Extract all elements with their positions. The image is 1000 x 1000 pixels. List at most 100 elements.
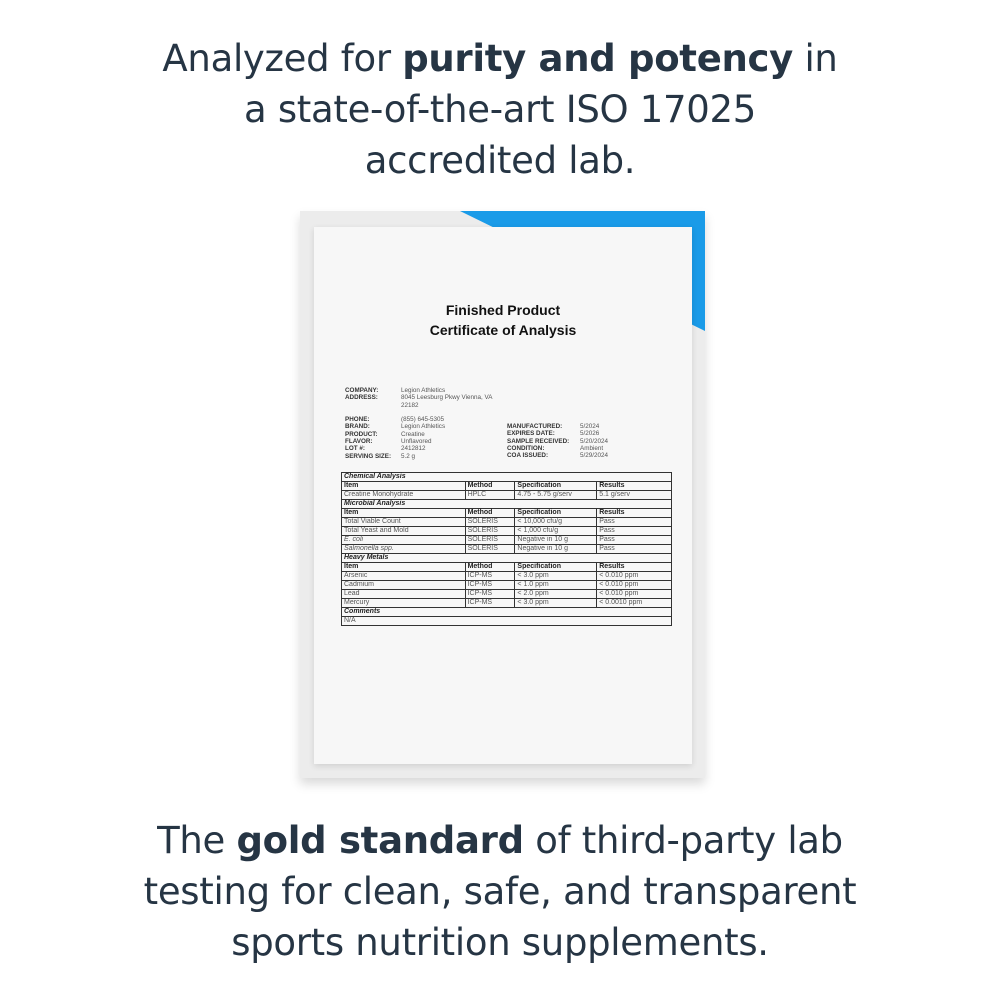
table-cell: Specification bbox=[514, 481, 598, 491]
table-cell: Lead bbox=[341, 589, 466, 599]
field-label: EXPIRES DATE: bbox=[507, 430, 555, 438]
field-value: 5.2 g bbox=[401, 452, 416, 460]
table-row: Item Method Specification Results bbox=[341, 562, 672, 572]
field-label: BRAND: bbox=[345, 423, 370, 431]
field-value: Legion Athletics bbox=[401, 387, 446, 394]
table-cell: ICP-MS bbox=[464, 571, 516, 581]
table-cell: Item bbox=[341, 562, 466, 572]
headline-line: accredited lab. bbox=[364, 139, 636, 182]
table-cell: < 3.0 ppm bbox=[514, 571, 598, 581]
table-row: Creatine Monohydrate HPLC 4.75 - 5.75 g/se… bbox=[341, 490, 672, 500]
table-row: Arsenic ICP-MS < 3.0 ppm < 0.010 ppm bbox=[341, 571, 672, 581]
field-label: COMPANY: bbox=[345, 387, 379, 394]
table-cell: 5.1 g/serv bbox=[596, 490, 672, 500]
field-label: ADDRESS: bbox=[345, 394, 378, 402]
field-value: Legion Athletics bbox=[401, 423, 446, 431]
field-label: LOT #: bbox=[345, 445, 365, 453]
table-cell: Item bbox=[341, 508, 466, 518]
field-label: CONDITION: bbox=[507, 444, 545, 452]
table-row: Comments bbox=[341, 607, 672, 617]
table-cell: Method bbox=[464, 481, 516, 491]
table-cell: Negative in 10 g bbox=[514, 544, 598, 554]
field-value: 5/29/2024 bbox=[580, 452, 609, 460]
field-value: 5/20/2024 bbox=[580, 437, 609, 445]
table-cell: N/A bbox=[341, 616, 672, 626]
headline-top: Analyzed for purity and potency in a sta… bbox=[0, 33, 1000, 186]
table-row: Total Yeast and Mold SOLERIS < 1,000 cfu/g… bbox=[341, 526, 672, 536]
field-value: Unflavored bbox=[401, 437, 432, 445]
field-label: PRODUCT: bbox=[345, 430, 378, 438]
field-value: 8045 Leesburg Pkwy Vienna, VA bbox=[401, 394, 493, 402]
table-cell: Chemical Analysis bbox=[341, 472, 672, 482]
table-cell: Pass bbox=[596, 526, 672, 536]
title-line: Finished Product bbox=[445, 302, 561, 318]
field-value: Creatine bbox=[401, 430, 425, 438]
table-cell: Salmonella spp. bbox=[341, 544, 466, 554]
table-cell: Negative in 10 g bbox=[514, 535, 598, 545]
field-label: SERVING SIZE: bbox=[345, 452, 392, 460]
table-cell: < 0.010 ppm bbox=[596, 589, 672, 599]
table-cell: HPLC bbox=[464, 490, 516, 500]
field-label: PHONE: bbox=[345, 416, 370, 423]
table-cell: < 1,000 cfu/g bbox=[514, 526, 598, 536]
table-cell: Pass bbox=[596, 544, 672, 554]
analysis-table: Chemical Analysis Item Method Specification… bbox=[341, 472, 672, 626]
table-cell: 4.75 - 5.75 g/serv bbox=[514, 490, 598, 500]
headline-text: of third-party lab bbox=[523, 819, 843, 862]
field-label: MANUFACTURED: bbox=[507, 423, 563, 430]
table-cell: Results bbox=[596, 481, 672, 491]
table-cell: SOLERIS bbox=[464, 526, 516, 536]
headline-bold: gold standard bbox=[236, 819, 525, 862]
headline-text: The bbox=[157, 819, 237, 862]
field-value: 5/2026 bbox=[580, 430, 600, 438]
table-cell: Results bbox=[596, 562, 672, 572]
certificate-document: Finished Product Certificate of Analysis … bbox=[314, 227, 692, 764]
table-row: Lead ICP-MS < 2.0 ppm < 0.010 ppm bbox=[341, 589, 672, 599]
table-cell: < 3.0 ppm bbox=[514, 598, 598, 608]
table-cell: Comments bbox=[341, 607, 672, 617]
table-cell: Cadmium bbox=[341, 580, 466, 590]
table-cell: Creatine Monohydrate bbox=[341, 490, 466, 500]
table-cell: Specification bbox=[514, 562, 598, 572]
table-cell: Item bbox=[341, 481, 466, 491]
headline-bold: purity and potency bbox=[402, 37, 793, 80]
field-value: 22182 bbox=[401, 401, 419, 409]
field-label: FLAVOR: bbox=[345, 437, 373, 445]
table-cell: < 2.0 ppm bbox=[514, 589, 598, 599]
table-row: Cadmium ICP-MS < 1.0 ppm < 0.010 ppm bbox=[341, 580, 672, 590]
table-cell: Method bbox=[464, 508, 516, 518]
table-cell: E. coli bbox=[341, 535, 466, 545]
table-row: Heavy Metals bbox=[341, 553, 672, 563]
headline-line: testing for clean, safe, and transparent bbox=[143, 870, 857, 913]
table-cell: Total Viable Count bbox=[341, 517, 466, 527]
table-cell: < 10,000 cfu/g bbox=[514, 517, 598, 527]
table-row: E. coli SOLERIS Negative in 10 g Pass bbox=[341, 535, 672, 545]
table-row: Salmonella spp. SOLERIS Negative in 10 g Pa… bbox=[341, 544, 672, 554]
table-cell: Results bbox=[596, 508, 672, 518]
headline-bottom: The gold standard of third-party lab tes… bbox=[0, 815, 1000, 968]
table-cell: ICP-MS bbox=[464, 589, 516, 599]
table-cell: Specification bbox=[514, 508, 598, 518]
document-title: Finished Product Certificate of Analysis bbox=[314, 300, 692, 340]
table-cell: Method bbox=[464, 562, 516, 572]
table-row: N/A bbox=[341, 616, 672, 626]
table-cell: Mercury bbox=[341, 598, 466, 608]
field-value: 2412812 bbox=[401, 445, 426, 453]
field-value: Ambient bbox=[580, 444, 604, 452]
table-cell: SOLERIS bbox=[464, 535, 516, 545]
table-cell: ICP-MS bbox=[464, 580, 516, 590]
headline-line: sports nutrition supplements. bbox=[231, 921, 769, 964]
table-row: Chemical Analysis bbox=[341, 472, 672, 482]
table-cell: ICP-MS bbox=[464, 598, 516, 608]
field-value: (855) 645-5305 bbox=[401, 416, 445, 423]
headline-text: Analyzed for bbox=[162, 37, 403, 80]
table-row: Microbial Analysis bbox=[341, 499, 672, 509]
table-cell: Heavy Metals bbox=[341, 553, 672, 563]
table-cell: SOLERIS bbox=[464, 544, 516, 554]
table-cell: < 0.010 ppm bbox=[596, 580, 672, 590]
table-cell: SOLERIS bbox=[464, 517, 516, 527]
table-cell: Arsenic bbox=[341, 571, 466, 581]
table-cell: Microbial Analysis bbox=[341, 499, 672, 509]
headline-text: in bbox=[792, 37, 838, 80]
field-label: COA ISSUED: bbox=[507, 452, 549, 460]
